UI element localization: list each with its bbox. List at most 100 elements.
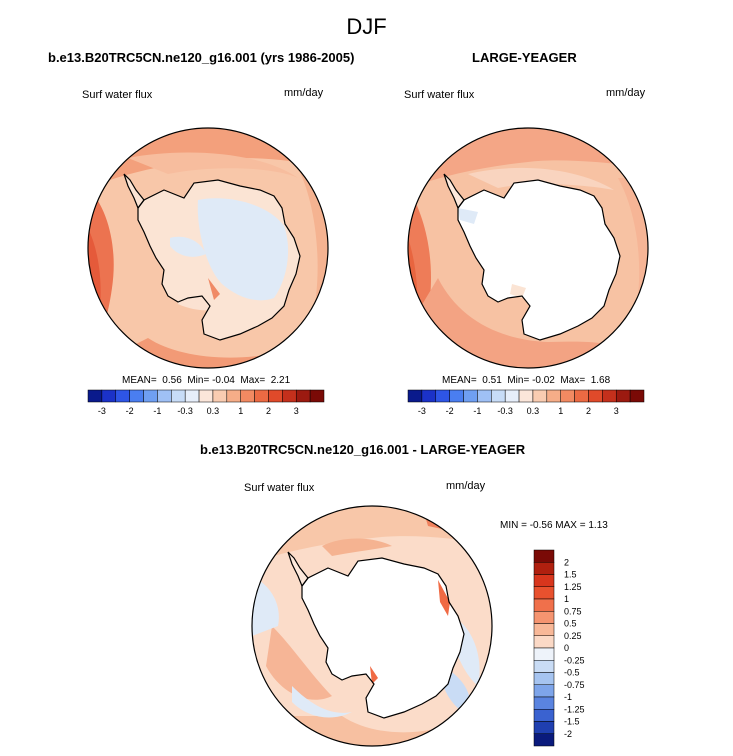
colorbar-2-swatch: [518, 389, 534, 403]
vertical-colorbar-label: 0: [564, 643, 569, 653]
colorbar-1-label: 2: [266, 406, 271, 416]
panel-1-map: [87, 127, 329, 369]
panel-1-title: b.e13.B20TRC5CN.ne120_g16.001 (yrs 1986-…: [48, 50, 355, 65]
vertical-colorbar-swatch: [533, 635, 555, 649]
vertical-colorbar-swatch: [533, 562, 555, 575]
vertical-colorbar-swatch: [533, 574, 555, 587]
panel-2-stats: MEAN= 0.51 Min= -0.02 Max= 1.68: [442, 375, 611, 386]
vertical-colorbar-swatch: [533, 586, 555, 600]
colorbar-2-swatch: [629, 389, 645, 403]
vertical-colorbar-swatch: [533, 684, 555, 698]
vertical-colorbar-label: 1.5: [564, 570, 577, 580]
colorbar-1-swatch: [101, 389, 117, 403]
panel-2-variable: Surf water flux: [404, 89, 475, 101]
colorbar-2-label: 1: [558, 406, 563, 416]
colorbar-1-swatch: [212, 389, 228, 403]
colorbar-2-label: -2: [446, 406, 454, 416]
vertical-colorbar-label: 0.75: [564, 606, 582, 616]
colorbar-1-swatch: [129, 389, 144, 403]
vertical-colorbar-swatch: [533, 647, 555, 661]
colorbar-1-swatch: [240, 389, 255, 403]
colorbar-1-label: 0.3: [207, 406, 220, 416]
panel-2-colorbar: -3 -2 -1 -0.3 0.3 1 2 3: [407, 389, 645, 416]
vertical-colorbar-swatch: [533, 598, 555, 612]
vertical-colorbar-label: -2: [564, 729, 572, 739]
colorbar-1-label: 1: [238, 406, 243, 416]
panel-1-stats: MEAN= 0.56 Min= -0.04 Max= 2.21: [122, 375, 291, 386]
colorbar-2-label: -1: [473, 406, 481, 416]
colorbar-2-swatch: [574, 389, 589, 403]
figure-title: DJF: [346, 14, 387, 39]
panel-3-colorbar: 2 1.5 1.25 1 0.75 0.5 0.25 0 -0.25 -0.5 -0.75 -1 -1.…: [533, 549, 585, 747]
vertical-colorbar-swatch: [533, 709, 555, 722]
colorbar-2-swatch: [421, 389, 437, 403]
colorbar-2-swatch: [546, 389, 561, 403]
colorbar-1-label: 3: [294, 406, 299, 416]
colorbar-1-swatch: [295, 389, 311, 403]
colorbar-1-swatch: [282, 389, 297, 403]
panel-3-units: mm/day: [446, 480, 486, 492]
colorbar-1-swatch: [184, 389, 200, 403]
colorbar-2-label: 2: [586, 406, 591, 416]
vertical-colorbar-label: 1: [564, 594, 569, 604]
panel-2-map: [407, 127, 649, 369]
colorbar-2-label: 0.3: [527, 406, 540, 416]
colorbar-1-label: -1: [153, 406, 161, 416]
colorbar-1-swatch: [254, 389, 269, 403]
colorbar-1-swatch: [268, 389, 283, 403]
vertical-colorbar-swatch: [533, 672, 555, 685]
colorbar-2-swatch: [532, 389, 548, 403]
colorbar-2-swatch: [477, 389, 492, 403]
colorbar-2-swatch: [602, 389, 617, 403]
vertical-colorbar-swatch: [533, 623, 555, 636]
vertical-colorbar-label: 0.5: [564, 619, 577, 629]
vertical-colorbar-swatch: [533, 696, 555, 710]
panel-1-variable: Surf water flux: [82, 89, 153, 101]
colorbar-2-swatch: [407, 389, 423, 403]
vertical-colorbar-swatch: [533, 733, 555, 747]
vertical-colorbar-label: 1.25: [564, 582, 582, 592]
colorbar-2-swatch: [449, 389, 464, 403]
panel-1-units: mm/day: [284, 87, 324, 99]
colorbar-1-label: -0.3: [177, 406, 193, 416]
vertical-colorbar-label: 2: [564, 557, 569, 567]
panel-3-title: b.e13.B20TRC5CN.ne120_g16.001 - LARGE-YE…: [200, 442, 526, 457]
colorbar-1-swatch: [143, 389, 158, 403]
colorbar-1-swatch: [198, 389, 214, 403]
vertical-colorbar-label: -0.25: [564, 655, 585, 665]
colorbar-2-label: -3: [418, 406, 426, 416]
vertical-colorbar-label: 0.25: [564, 631, 582, 641]
vertical-colorbar-swatch: [533, 721, 555, 734]
panel-3-stats: MIN = -0.56 MAX = 1.13: [500, 520, 608, 531]
vertical-colorbar-label: -1.5: [564, 717, 580, 727]
vertical-colorbar-label: -0.5: [564, 668, 580, 678]
colorbar-2-swatch: [560, 389, 575, 403]
panel-3-variable: Surf water flux: [244, 482, 315, 494]
colorbar-1-swatch: [157, 389, 172, 403]
vertical-colorbar-label: -1: [564, 692, 572, 702]
colorbar-1-label: -3: [98, 406, 106, 416]
panel-1-colorbar: -3 -2 -1 -0.3 0.3 1 2 3: [87, 389, 325, 416]
colorbar-1-swatch: [226, 389, 241, 403]
vertical-colorbar-swatch: [533, 611, 555, 624]
colorbar-1-swatch: [87, 389, 103, 403]
colorbar-2-swatch: [504, 389, 520, 403]
colorbar-2-swatch: [615, 389, 631, 403]
vertical-colorbar-swatch: [533, 660, 555, 673]
vertical-colorbar-swatch: [533, 549, 555, 563]
colorbar-1-swatch: [171, 389, 186, 403]
colorbar-1-swatch: [115, 389, 130, 403]
colorbar-1-label: -2: [126, 406, 134, 416]
colorbar-2-label: 3: [614, 406, 619, 416]
colorbar-2-swatch: [435, 389, 450, 403]
colorbar-2-swatch: [463, 389, 478, 403]
panel-3-map: [251, 505, 493, 747]
vertical-colorbar-label: -1.25: [564, 704, 585, 714]
colorbar-2-swatch: [491, 389, 506, 403]
colorbar-2-label: -0.3: [497, 406, 513, 416]
vertical-colorbar-label: -0.75: [564, 680, 585, 690]
panel-2-units: mm/day: [606, 87, 646, 99]
panel-2-title: LARGE-YEAGER: [472, 50, 577, 65]
colorbar-1-swatch: [309, 389, 325, 403]
colorbar-2-swatch: [588, 389, 603, 403]
